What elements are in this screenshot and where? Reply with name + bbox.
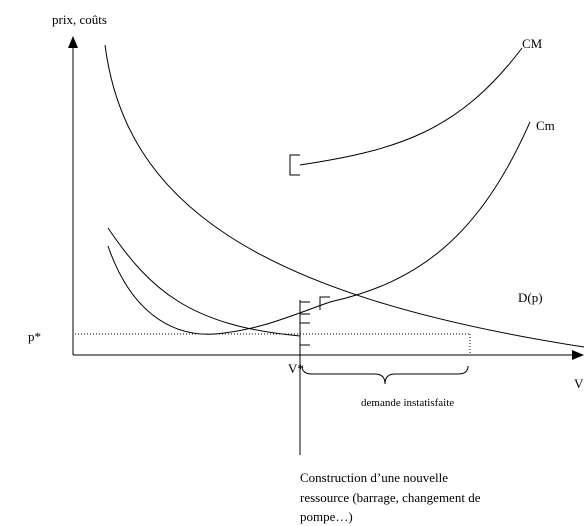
p-star-label: p* xyxy=(28,329,41,344)
annotation-line: Construction d’une nouvelle xyxy=(300,470,448,485)
y-axis-arrow xyxy=(68,36,78,48)
cm-upper-label: CM xyxy=(522,36,543,51)
bracket xyxy=(299,322,310,346)
cm-lower-curve xyxy=(107,121,531,335)
y-axis-label: prix, coûts xyxy=(52,12,107,27)
bracket xyxy=(289,154,300,176)
demand-curve xyxy=(104,44,584,348)
bracket xyxy=(319,296,330,310)
annotation-line: pompe…) xyxy=(300,509,353,524)
gap-label: demande instatisfaite xyxy=(361,397,454,409)
gap-brace xyxy=(301,365,469,385)
demand-label: D(p) xyxy=(518,290,543,305)
x-axis-label: V xyxy=(574,376,584,391)
average-cost-curve xyxy=(107,227,301,337)
cm-lower-label: Cm xyxy=(536,118,555,133)
x-axis-arrow xyxy=(572,350,584,360)
v-star-label: V* xyxy=(288,361,304,376)
cm-upper-curve xyxy=(299,47,523,166)
annotation-line: ressource (barrage, changement de xyxy=(300,490,481,505)
